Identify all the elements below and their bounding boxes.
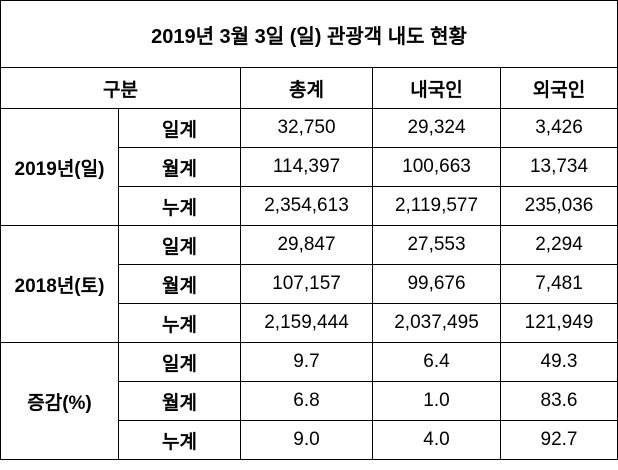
header-cell: 내국인 xyxy=(372,67,501,109)
value-cell: 92.7 xyxy=(499,420,618,460)
data-row: 월계 114,397 100,663 13,734 xyxy=(1,147,618,187)
value-cell: 29,847 xyxy=(240,225,373,265)
data-row: 누계 9.0 4.0 92.7 xyxy=(1,420,618,460)
row-label: 일계 xyxy=(118,342,241,382)
value-cell: 7,481 xyxy=(499,264,618,304)
value-cell: 9.7 xyxy=(240,342,373,382)
value-cell: 6.8 xyxy=(240,381,373,421)
value-cell: 49.3 xyxy=(499,342,618,382)
value-cell: 6.4 xyxy=(372,342,501,382)
row-label: 일계 xyxy=(118,225,241,265)
value-cell: 2,037,495 xyxy=(372,303,501,343)
value-cell: 3,426 xyxy=(499,108,618,148)
row-label: 누계 xyxy=(118,186,241,226)
data-row: 누계 2,354,613 2,119,577 235,036 xyxy=(1,186,618,226)
row-label: 일계 xyxy=(118,108,241,148)
row-label: 누계 xyxy=(118,303,241,343)
row-label: 누계 xyxy=(118,420,241,460)
header-cell: 외국인 xyxy=(499,67,618,109)
value-cell: 107,157 xyxy=(240,264,373,304)
data-row: 월계 107,157 99,676 7,481 xyxy=(1,264,618,304)
table-body: 2019년 3월 3일 (일) 관광객 내도 현황 구분 총계 내국인 외국인 2019… xyxy=(0,0,618,460)
data-row: 증감(%) 일계 9.7 6.4 49.3 xyxy=(0,342,618,460)
data-row: 2019년(일) 일계 32,750 29,324 3,426 xyxy=(0,108,618,226)
value-cell: 83.6 xyxy=(499,381,618,421)
group-label: 2018년(토) xyxy=(0,225,119,343)
value-cell: 2,159,444 xyxy=(240,303,373,343)
data-row: 2018년(토) 일계 29,847 27,553 2,294 xyxy=(0,225,618,343)
value-cell: 235,036 xyxy=(499,186,618,226)
header-row: 구분 총계 내국인 외국인 xyxy=(0,67,618,109)
tourism-table: 2019년 3월 3일 (일) 관광객 내도 현황 구분 총계 내국인 외국인 2019… xyxy=(0,0,618,460)
title-row: 2019년 3월 3일 (일) 관광객 내도 현황 xyxy=(0,0,618,68)
value-cell: 2,354,613 xyxy=(240,186,373,226)
value-cell: 99,676 xyxy=(372,264,501,304)
header-cell: 총계 xyxy=(240,67,373,109)
data-row: 누계 2,159,444 2,037,495 121,949 xyxy=(1,303,618,343)
value-cell: 13,734 xyxy=(499,147,618,187)
row-label: 월계 xyxy=(118,147,241,187)
header-cell: 구분 xyxy=(0,67,241,109)
value-cell: 32,750 xyxy=(240,108,373,148)
value-cell: 2,294 xyxy=(499,225,618,265)
value-cell: 2,119,577 xyxy=(372,186,501,226)
value-cell: 27,553 xyxy=(372,225,501,265)
table-title: 2019년 3월 3일 (일) 관광객 내도 현황 xyxy=(0,0,618,68)
value-cell: 4.0 xyxy=(372,420,501,460)
data-row: 월계 6.8 1.0 83.6 xyxy=(1,381,618,421)
group-label: 2019년(일) xyxy=(0,108,119,226)
row-label: 월계 xyxy=(118,381,241,421)
value-cell: 121,949 xyxy=(499,303,618,343)
value-cell: 29,324 xyxy=(372,108,501,148)
value-cell: 1.0 xyxy=(372,381,501,421)
value-cell: 114,397 xyxy=(240,147,373,187)
group-label: 증감(%) xyxy=(0,342,119,460)
value-cell: 100,663 xyxy=(372,147,501,187)
value-cell: 9.0 xyxy=(240,420,373,460)
row-label: 월계 xyxy=(118,264,241,304)
